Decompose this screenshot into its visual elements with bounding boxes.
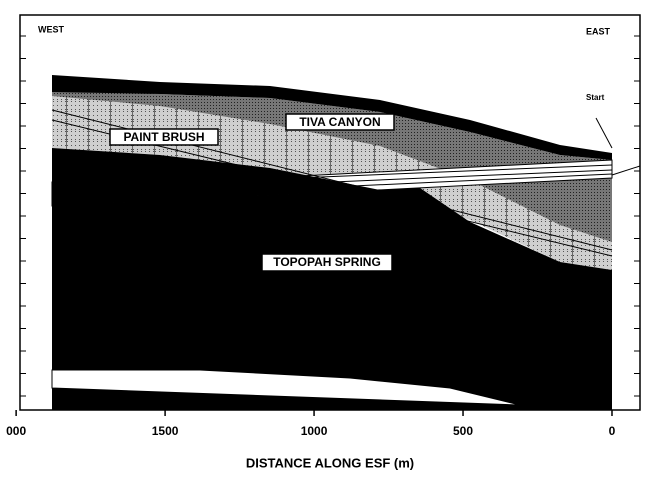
paint-label: PAINT BRUSH [123, 130, 204, 144]
start-label: Start [586, 93, 605, 102]
pointer [596, 118, 612, 148]
tiva-label: TIVA CANYON [299, 115, 380, 129]
west-label: WEST [38, 24, 65, 34]
topopah-label: TOPOPAH SPRING [273, 255, 381, 269]
chart: WEST EAST Start TIVA CANYON PAINT BRUSH … [0, 0, 652, 476]
x-tick-label: 1000 [301, 424, 328, 438]
east-label: EAST [586, 26, 611, 36]
x-tick-label: 1500 [152, 424, 179, 438]
x-tick-label: 0 [609, 424, 616, 438]
x-tick-label: 500 [453, 424, 473, 438]
x-axis-title: DISTANCE ALONG ESF (m) [246, 455, 414, 470]
x-tick-label: 000 [6, 424, 26, 438]
